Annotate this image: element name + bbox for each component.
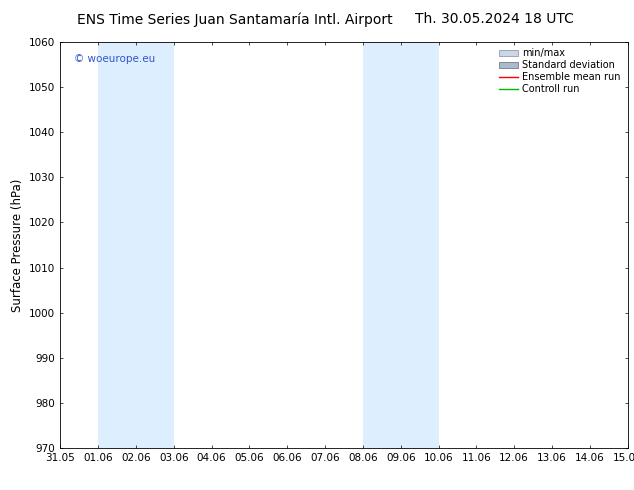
Bar [363,42,439,448]
Text: © woeurope.eu: © woeurope.eu [74,54,156,64]
Text: Th. 30.05.2024 18 UTC: Th. 30.05.2024 18 UTC [415,12,574,26]
Text: ENS Time Series Juan Santamaría Intl. Airport: ENS Time Series Juan Santamaría Intl. Ai… [77,12,392,27]
Legend: min/max, Standard deviation, Ensemble mean run, Controll run: min/max, Standard deviation, Ensemble me… [497,47,623,96]
Bar [98,42,174,448]
Y-axis label: Surface Pressure (hPa): Surface Pressure (hPa) [11,178,23,312]
Bar [628,42,634,448]
